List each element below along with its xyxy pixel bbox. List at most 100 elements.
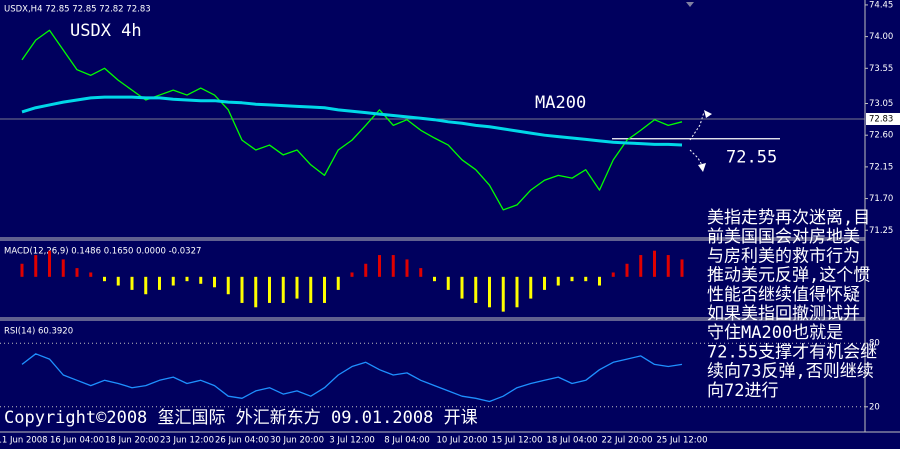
histogram-bar (570, 276, 574, 282)
ma-line (21, 95, 683, 147)
histogram-bar (446, 276, 450, 290)
note-line: 守住MA200也就是 (707, 323, 843, 343)
copyright: Copyright©2008 玺汇国际 外汇新东方 09.01.2008 开课 (4, 408, 478, 428)
y-tick-label: 71.25 (869, 226, 893, 236)
x-tick-label: 30 Jun 20:00 (270, 436, 324, 446)
x-tick-label: 25 Jul 12:00 (657, 436, 708, 446)
histogram-bar (295, 276, 299, 299)
histogram-bar (185, 276, 189, 282)
histogram-bar (474, 276, 478, 303)
histogram-bar (309, 276, 313, 303)
x-tick-label: 3 Jul 12:00 (329, 436, 375, 446)
histogram-bar (199, 276, 203, 284)
note-line: 如果美指回撤测试并 (707, 304, 860, 324)
histogram-bar (405, 259, 409, 277)
y-tick-label: 80 (869, 339, 880, 349)
x-tick-label: 8 Jul 04:00 (384, 436, 430, 446)
x-tick-label: 23 Jun 12:00 (160, 436, 214, 446)
note-line: 与房利美的救市行为 (707, 246, 860, 266)
histogram-bar (254, 276, 258, 308)
y-tick-label: 72.15 (869, 162, 893, 172)
histogram-bar (625, 263, 629, 277)
histogram-bar (378, 255, 381, 277)
arrow-head (698, 163, 706, 172)
histogram-bar (543, 276, 546, 290)
histogram-bar (48, 250, 51, 277)
x-tick-label: 10 Jul 20:00 (437, 436, 488, 446)
note-line: 前美国国会对房地美 (707, 227, 860, 247)
histogram-bar (556, 276, 560, 286)
histogram-bar (391, 255, 395, 277)
y-tick-label: 71.70 (869, 194, 893, 204)
histogram-bar (144, 276, 148, 295)
arrow-down (689, 149, 703, 166)
histogram-bar (171, 276, 175, 286)
histogram-bar (350, 272, 354, 277)
histogram-bar (364, 263, 368, 277)
histogram-bar (34, 255, 38, 277)
y-tick-label: 74.00 (869, 32, 893, 42)
histogram-bar (488, 276, 491, 308)
histogram-bar (226, 276, 230, 295)
x-tick-label: 22 Jul 20:00 (602, 436, 653, 446)
histogram-bar (336, 276, 340, 290)
note-line: 72.55支撑才有机会继 (707, 342, 877, 362)
histogram-bar (501, 276, 505, 312)
series-label: MA200 (535, 93, 586, 113)
note-line: 续向73反弹,否则继续 (707, 362, 874, 382)
x-tick-label: 16 Jun 04:00 (50, 436, 104, 446)
panel-title: MACD(12,26,9) 0.1486 0.1650 0.0000 -0.03… (4, 247, 201, 257)
histogram-bar (75, 268, 79, 277)
symbol-label: USDX 4h (70, 21, 142, 41)
note-line: 美指走势再次迷离,目 (707, 208, 870, 228)
y-tick-label: 73.55 (869, 64, 893, 74)
histogram-bar (89, 272, 93, 277)
x-tick-label: 18 Jul 04:00 (547, 436, 598, 446)
histogram-bar (419, 268, 423, 277)
histogram-bar (584, 276, 588, 282)
panel-title: RSI(14) 60.3920 (4, 327, 73, 337)
histogram-bar (529, 276, 533, 299)
series-line (21, 353, 683, 403)
histogram-bar (213, 276, 216, 288)
last-price-label: 72.83 (869, 115, 893, 125)
arrow-head (704, 110, 712, 118)
panel-title: USDX,H4 72.85 72.85 72.82 72.83 (4, 5, 151, 15)
histogram-bar (268, 276, 271, 303)
histogram-bar (460, 276, 464, 299)
histogram-bar (61, 259, 65, 277)
histogram-bar (323, 276, 326, 303)
histogram-bar (103, 276, 106, 282)
histogram-bar (598, 276, 601, 286)
x-tick-label: 18 Jun 20:00 (105, 436, 159, 446)
histogram-bar (158, 276, 161, 290)
y-tick-label: 20 (869, 402, 880, 412)
histogram-bar (20, 263, 24, 277)
histogram-bar (130, 276, 134, 290)
y-tick-label: 73.05 (869, 99, 893, 109)
histogram-bar (666, 255, 670, 277)
x-tick-label: 15 Jul 12:00 (492, 436, 543, 446)
support-label: 72.55 (726, 148, 777, 168)
histogram-bar (639, 255, 643, 277)
histogram-bar (680, 259, 684, 277)
note-line: 向72进行 (707, 381, 778, 401)
histogram-bar (611, 272, 615, 277)
histogram-bar (653, 250, 656, 277)
histogram-bar (281, 276, 285, 303)
series-line (21, 29, 683, 211)
y-tick-label: 74.45 (869, 0, 893, 10)
x-tick-label: 11 Jun 2008 (0, 436, 48, 446)
histogram-bar (433, 276, 436, 282)
histogram-bar (240, 276, 244, 303)
y-tick-label: 72.60 (869, 131, 893, 141)
shift-marker (686, 2, 694, 7)
histogram-bar (116, 276, 120, 286)
note-line: 推动美元反弹,这个惯 (707, 266, 870, 286)
x-tick-label: 26 Jun 04:00 (215, 436, 269, 446)
last-price-box (866, 113, 900, 125)
histogram-bar (515, 276, 519, 308)
note-line: 性能否继续值得怀疑 (707, 285, 860, 305)
